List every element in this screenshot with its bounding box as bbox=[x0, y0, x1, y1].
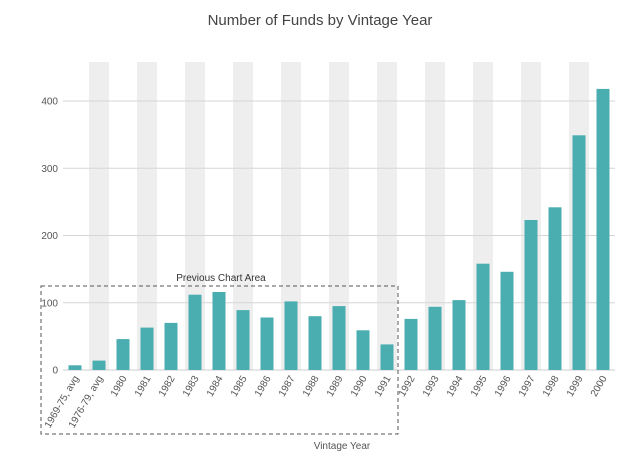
y-axis-ticks: 0 100 200 300 400 bbox=[41, 97, 58, 377]
bar bbox=[452, 300, 466, 370]
background-band bbox=[89, 62, 109, 370]
x-tick-label: 1980 bbox=[109, 374, 130, 399]
x-tick-label: 1992 bbox=[397, 374, 418, 399]
bar bbox=[332, 306, 346, 370]
bar bbox=[500, 271, 514, 370]
background-band bbox=[185, 62, 205, 370]
bar bbox=[308, 316, 322, 370]
y-tick-label: 100 bbox=[41, 298, 58, 309]
x-tick-label: 1983 bbox=[181, 374, 202, 399]
chart-title: Number of Funds by Vintage Year bbox=[208, 12, 433, 29]
x-tick-label: 1996 bbox=[493, 374, 514, 399]
background-band bbox=[233, 62, 253, 370]
x-tick-label: 1989 bbox=[325, 374, 346, 399]
background-band bbox=[377, 62, 397, 370]
bar bbox=[428, 306, 442, 370]
x-tick-label: 1997 bbox=[517, 374, 538, 399]
y-tick-label: 300 bbox=[41, 164, 58, 175]
background-band bbox=[281, 62, 301, 370]
bar bbox=[116, 339, 130, 370]
bar bbox=[524, 220, 538, 370]
bar bbox=[284, 301, 298, 370]
background-band bbox=[329, 62, 349, 370]
previous-chart-area-box bbox=[40, 285, 399, 435]
x-tick-label: 1981 bbox=[133, 374, 154, 399]
bar bbox=[356, 330, 370, 370]
x-tick-label: 1994 bbox=[445, 374, 466, 399]
x-tick-label: 1991 bbox=[373, 374, 394, 399]
x-tick-label: 1985 bbox=[229, 374, 250, 399]
bar bbox=[140, 327, 154, 370]
bar bbox=[212, 292, 226, 370]
x-tick-label: 1987 bbox=[277, 374, 298, 399]
background-band bbox=[137, 62, 157, 370]
bar bbox=[188, 294, 202, 370]
bar bbox=[92, 360, 106, 370]
x-tick-label: 1995 bbox=[469, 374, 490, 399]
y-tick-label: 200 bbox=[41, 231, 58, 242]
x-tick-label: 1990 bbox=[349, 374, 370, 399]
bar bbox=[68, 365, 82, 370]
y-tick-label: 0 bbox=[52, 366, 58, 377]
x-tick-label: 1986 bbox=[253, 374, 274, 399]
bars bbox=[68, 88, 610, 371]
x-tick-label: 1998 bbox=[541, 374, 562, 399]
bar bbox=[236, 310, 250, 370]
background-band bbox=[425, 62, 445, 370]
x-tick-label: 1982 bbox=[157, 374, 178, 399]
x-tick-label: 1999 bbox=[565, 374, 586, 399]
bar bbox=[404, 318, 418, 370]
bar bbox=[548, 207, 562, 370]
bar bbox=[260, 317, 274, 370]
bar bbox=[572, 135, 586, 370]
x-tick-label: 1993 bbox=[421, 374, 442, 399]
x-axis-title: Vintage Year bbox=[314, 441, 371, 452]
x-tick-label: 2000 bbox=[589, 374, 610, 399]
bar bbox=[380, 344, 394, 370]
previous-chart-area-label: Previous Chart Area bbox=[176, 273, 266, 284]
bar bbox=[476, 263, 490, 370]
bar bbox=[164, 322, 178, 370]
x-tick-label: 1988 bbox=[301, 374, 322, 399]
y-tick-label: 400 bbox=[41, 97, 58, 108]
x-tick-label: 1984 bbox=[205, 374, 226, 399]
bar bbox=[596, 88, 610, 371]
